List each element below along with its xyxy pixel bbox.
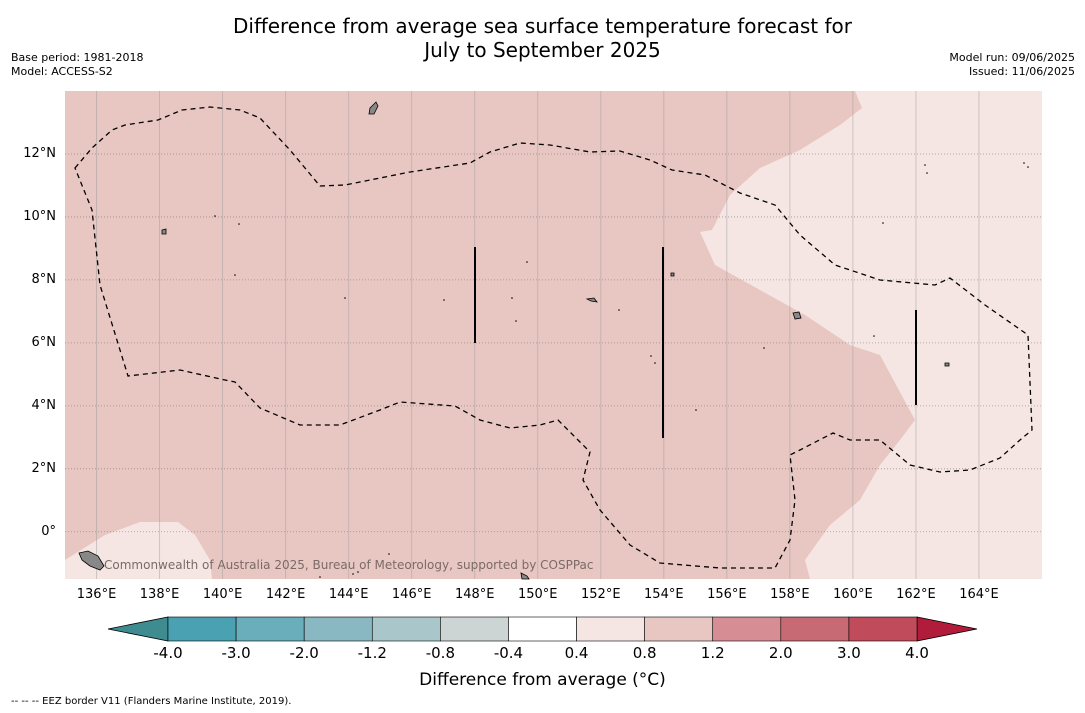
x-tick-label: 162°E [896,587,936,602]
model-run: Model run: 09/06/2025 [949,51,1075,64]
y-tick-label: 10°N [23,208,56,224]
colorbar-swatch [508,616,577,642]
meta-right: Model run: 09/06/2025 Issued: 11/06/2025 [949,51,1075,79]
x-tick-label: 164°E [959,587,999,602]
colorbar-level-label: -2.0 [289,644,319,662]
colorbar-level-label: 1.2 [700,644,725,662]
x-tick-label: 138°E [139,587,180,602]
x-tick-label: 150°E [517,587,558,602]
colorbar-swatch [644,616,714,642]
small-islets [214,162,1029,578]
colorbar [107,616,978,642]
y-tick-label: 4°N [31,397,57,413]
y-tick-label: 6°N [31,334,57,350]
colorbar-level-label: -4.0 [153,644,183,662]
x-tick-label: 154°E [644,587,684,602]
colorbar-swatch [303,616,373,642]
colorbar-level-label: 0.4 [564,644,589,662]
x-tick-label: 146°E [391,587,432,602]
copyright-watermark: Commonwealth of Australia 2025, Bureau o… [104,558,594,572]
colorbar-level-label: -0.8 [425,644,455,662]
colorbar-extend-low [107,616,169,642]
meta-left: Base period: 1981-2018 Model: ACCESS-S2 [11,51,143,79]
x-tick-label: 148°E [454,587,495,602]
colorbar-level-label: 3.0 [836,644,861,662]
model-name: Model: ACCESS-S2 [11,65,113,78]
colorbar-swatch [371,616,441,642]
x-tick-label: 160°E [833,587,873,602]
colorbar-swatch [576,616,645,642]
y-tick-label: 0° [41,523,56,539]
latitude-gridlines [65,153,1042,533]
x-tick-label: 156°E [707,587,747,602]
anomaly-region-0-4-0-8-east [700,91,1042,579]
x-tick-label: 152°E [581,587,621,602]
colorbar-swatch [167,616,237,642]
colorbar-swatch [780,616,850,642]
colorbar-level-label: -3.0 [221,644,251,662]
eez-border [74,106,1033,569]
x-tick-label: 136°E [76,587,117,602]
issued-date: Issued: 11/06/2025 [968,65,1075,78]
map-title: Difference from average sea surface temp… [0,14,1085,62]
colorbar-extend-high [916,616,978,642]
footer-note: -- -- -- EEZ border V11 (Flanders Marine… [11,696,292,707]
colorbar-title: Difference from average (°C) [419,670,666,690]
base-period: Base period: 1981-2018 [11,51,144,64]
title-line-2: July to September 2025 [424,38,661,62]
colorbar-level-label: 2.0 [768,644,793,662]
title-line-1: Difference from average sea surface temp… [232,14,852,38]
colorbar-swatch [848,616,918,642]
x-tick-label: 142°E [265,587,306,602]
colorbar-level-label: 4.0 [905,644,929,662]
y-tick-label: 12°N [23,145,56,161]
colorbar-level-label: -1.2 [357,644,387,662]
colorbar-swatch [440,616,509,642]
colorbar-level-label: 0.8 [632,644,657,662]
y-tick-label: 8°N [31,271,57,287]
colorbar-level-label: -0.4 [493,644,524,662]
x-tick-label: 144°E [328,587,369,602]
x-tick-label: 140°E [202,587,243,602]
colorbar-swatch [712,616,782,642]
island-markers [78,101,950,580]
boundary-lines [474,247,917,438]
longitude-gridlines [96,91,980,579]
y-tick-label: 2°N [31,460,57,476]
x-tick-label: 158°E [770,587,810,602]
colorbar-swatch [235,616,305,642]
